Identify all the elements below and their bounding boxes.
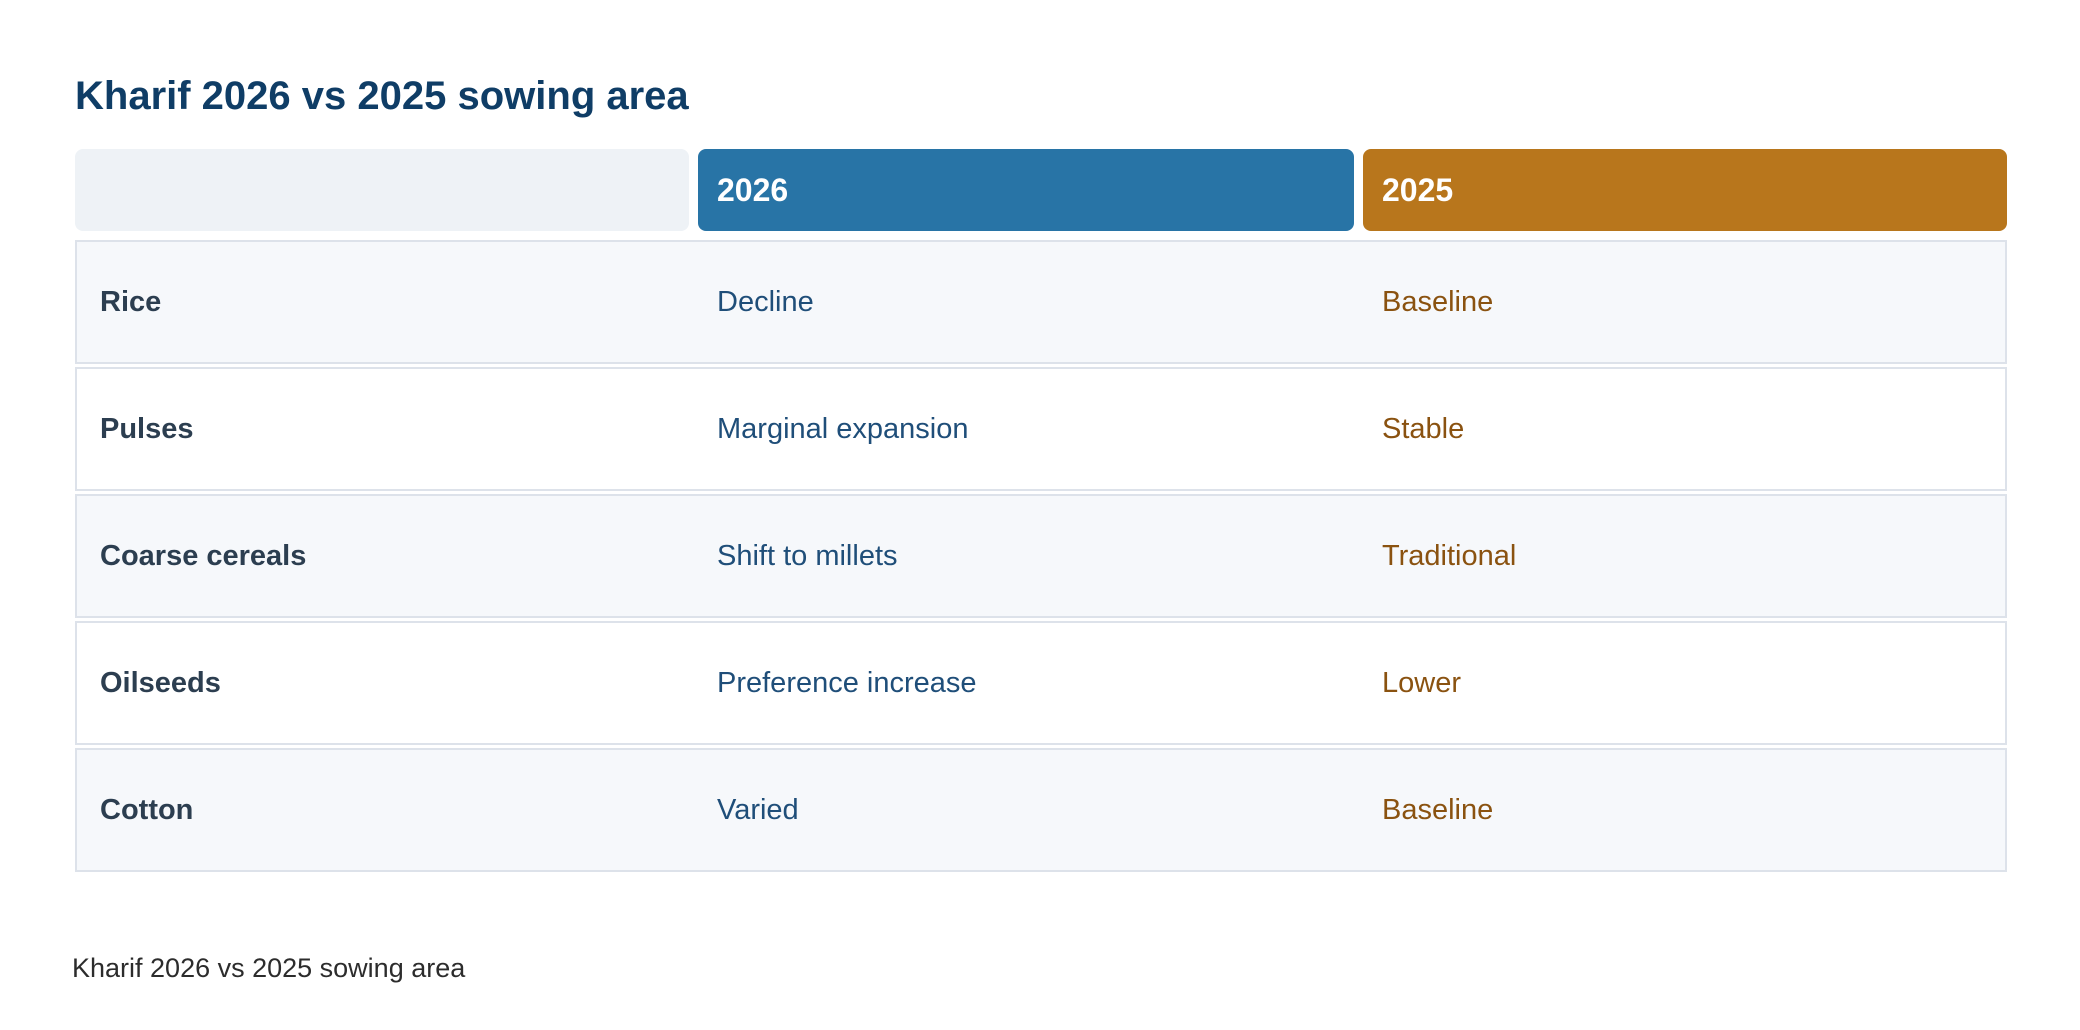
crop-name-cell: Cotton (100, 794, 194, 826)
crop-name-cell: Pulses (100, 413, 194, 445)
table-row: Coarse cereals Shift to millets Traditiona… (75, 494, 2007, 618)
table-row: Pulses Marginal expansion Stable (75, 367, 2007, 491)
value-2026-cell: Marginal expansion (717, 413, 969, 445)
value-2025-cell: Lower (1382, 667, 1461, 699)
figure-caption: Kharif 2026 vs 2025 sowing area (72, 953, 466, 983)
value-2025-cell: Traditional (1382, 540, 1517, 572)
header-cell-2025: 2025 (1363, 149, 2007, 231)
value-2025-cell: Baseline (1382, 286, 1494, 318)
table-row: Cotton Varied Baseline (75, 748, 2007, 872)
header-cell-2026: 2026 (698, 149, 1354, 231)
value-2026-cell: Varied (717, 794, 799, 826)
crop-name-cell: Rice (100, 286, 162, 318)
value-2025-cell: Stable (1382, 413, 1465, 445)
table-header-row: 2026 2025 (75, 149, 2007, 231)
value-2025-cell: Baseline (1382, 794, 1494, 826)
value-2026-cell: Shift to millets (717, 540, 898, 572)
comparison-table: 2026 2025 Rice Decline Baseline Pulses Margi… (75, 149, 2007, 872)
table-row: Rice Decline Baseline (75, 240, 2007, 364)
crop-name-cell: Coarse cereals (100, 540, 307, 572)
header-cell-blank (75, 149, 689, 231)
crop-name-cell: Oilseeds (100, 667, 221, 699)
chart-title: Kharif 2026 vs 2025 sowing area (75, 74, 689, 118)
value-2026-cell: Decline (717, 286, 814, 318)
table-row: Oilseeds Preference increase Lower (75, 621, 2007, 745)
value-2026-cell: Preference increase (717, 667, 977, 699)
